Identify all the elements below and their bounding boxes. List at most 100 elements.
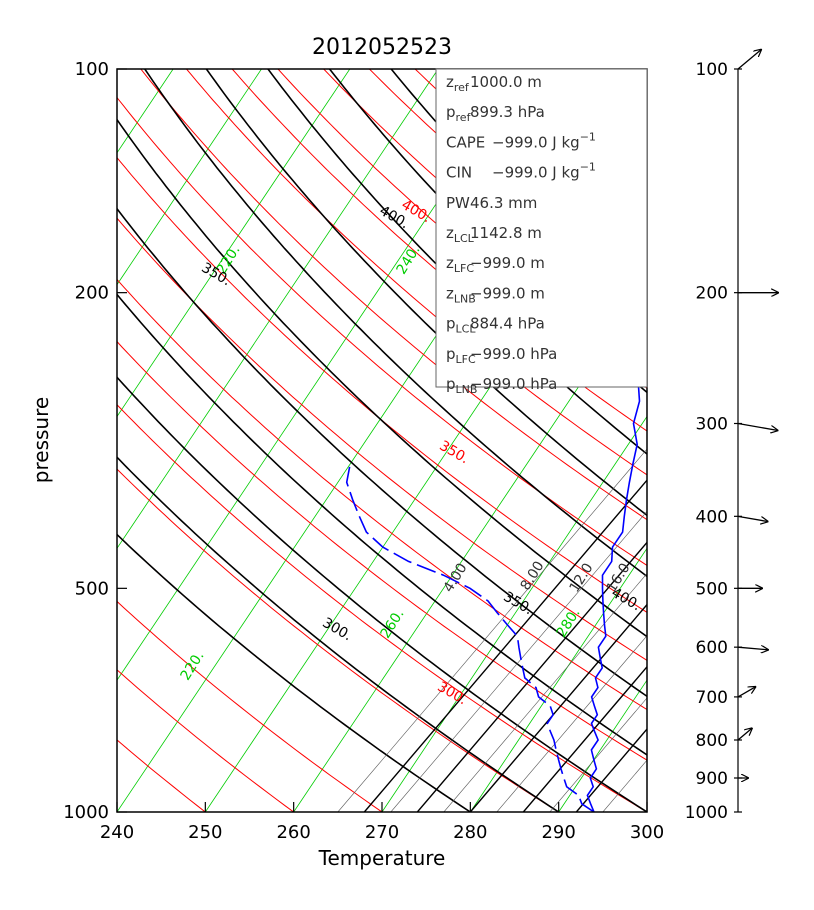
isotherm-line xyxy=(117,69,262,286)
parameter-row: CIN −999.0 J kg−1 xyxy=(446,161,596,182)
wind-tick-label: 300 xyxy=(696,415,728,435)
y-tick-label: 1000 xyxy=(63,802,109,823)
moist-adiabat-line xyxy=(117,456,560,812)
x-axis-label: Temperature xyxy=(318,846,446,870)
plot-area: 220. 240.260. 280.220.300.350.400.300.350.… xyxy=(63,59,664,843)
x-tick-label: 300 xyxy=(630,822,664,843)
wind-tick-label: 400 xyxy=(696,507,728,527)
moist-adiabat-line xyxy=(144,69,647,578)
mixing-ratio-line xyxy=(522,665,647,812)
wind-tick-label: 500 xyxy=(696,579,728,599)
parameter-box: zref1000.0 m pref899.3 hPa CAPE −999.0 J kg… xyxy=(435,68,648,396)
y-tick-label: 500 xyxy=(75,578,109,599)
mixing-ratio-line xyxy=(602,759,647,812)
mixing-ratio-line xyxy=(575,727,647,812)
mixing-ratio-line xyxy=(549,697,647,812)
x-tick-label: 270 xyxy=(365,822,399,843)
dry-adiabat-line xyxy=(117,533,471,812)
wind-arrow xyxy=(737,515,768,521)
wind-tick-label: 100 xyxy=(696,60,728,80)
dry-adiabat-line xyxy=(117,600,383,812)
dry-adiabat-line xyxy=(186,69,647,476)
parameter-box-background xyxy=(435,68,648,388)
chart-title: 2012052523 xyxy=(312,35,452,60)
parameter-row: pLCL884.4 hPa xyxy=(446,315,545,336)
isotherm-line xyxy=(117,69,439,550)
mixing-ratio-line xyxy=(443,573,647,812)
x-tick-label: 250 xyxy=(188,822,222,843)
contour-label: 350. xyxy=(437,438,472,467)
wind-tick-label: 200 xyxy=(696,284,728,304)
parameter-row: zref1000.0 m xyxy=(446,73,542,94)
wind-tick-label: 800 xyxy=(696,731,728,751)
dry-adiabat-line xyxy=(117,156,647,613)
wind-arrow xyxy=(737,647,768,650)
dry-adiabat-line xyxy=(117,468,559,812)
mixing-ratio-line xyxy=(390,510,647,812)
dry-adiabat-line xyxy=(117,340,647,761)
contour-label: 12.0 xyxy=(567,560,597,595)
wind-arrow xyxy=(737,728,752,741)
moist-adiabat-line xyxy=(117,533,471,812)
mixing-ratio-line xyxy=(496,635,647,812)
y-tick-label: 100 xyxy=(75,59,109,80)
dry-adiabat-line xyxy=(117,96,647,567)
y-tick-label: 200 xyxy=(75,283,109,304)
dry-adiabat-line xyxy=(231,69,647,432)
mixing-ratio-line xyxy=(363,479,647,812)
isotherm-line xyxy=(470,547,647,812)
parameter-row: pLNB−999.0 hPa xyxy=(446,375,557,396)
mixing-ratio-line xyxy=(416,541,647,812)
x-tick-label: 260 xyxy=(276,822,310,843)
moist-adiabat-line xyxy=(117,293,647,756)
dry-adiabat-line xyxy=(277,69,647,389)
isotherm-line xyxy=(117,69,174,154)
parameter-row: PW46.3 mm xyxy=(446,194,537,212)
contour-label: 220. xyxy=(178,648,208,683)
wind-tick-label: 700 xyxy=(696,688,728,708)
parameter-row: pLFC−999.0 hPa xyxy=(446,345,557,366)
isotherm-line xyxy=(117,69,351,418)
wind-tick-label: 600 xyxy=(696,638,728,658)
isotherm-line xyxy=(646,811,647,812)
moist-adiabat-line xyxy=(267,69,647,456)
contour-label: 260. xyxy=(378,606,408,641)
wind-tick-label: 900 xyxy=(696,769,728,789)
parameter-row: pref899.3 hPa xyxy=(446,103,545,124)
x-axis: 240 250 260 270 280 290 300 xyxy=(100,802,664,843)
isotherm-line xyxy=(293,283,647,812)
wind-arrow xyxy=(737,687,755,698)
wind-arrow xyxy=(737,50,761,70)
parameter-row: zLCL1142.8 m xyxy=(446,224,542,245)
parameter-row: CAPE −999.0 J kg−1 xyxy=(446,130,596,151)
y-axis: 100 200 500 1000 xyxy=(63,59,127,823)
contour-label: 8.00 xyxy=(518,558,548,593)
wind-tick-label: 1000 xyxy=(685,803,728,823)
dry-adiabat-line xyxy=(117,278,647,711)
contour-label: 300. xyxy=(435,679,470,708)
dry-adiabat-line xyxy=(117,404,647,812)
y-axis-label: pressure xyxy=(29,397,53,483)
parameter-row: zLFC−999.0 m xyxy=(446,254,545,275)
dry-adiabat-line xyxy=(117,217,647,661)
mixing-ratio-line xyxy=(337,448,647,812)
x-tick-label: 240 xyxy=(100,822,134,843)
dry-adiabat-line xyxy=(140,69,647,521)
x-tick-label: 290 xyxy=(541,822,575,843)
moist-adiabat-line xyxy=(117,118,647,638)
moist-adiabat-line xyxy=(117,207,647,698)
moist-adiabat-line xyxy=(117,376,647,812)
contour-label: 300. xyxy=(320,615,355,644)
background-contours xyxy=(117,69,647,812)
dry-adiabat-line xyxy=(117,669,294,812)
parameter-row: zLNB−999.0 m xyxy=(446,284,545,305)
dewpoint-profile-line xyxy=(345,463,595,812)
contour-label: 4.00 xyxy=(441,560,471,595)
isotherm-line xyxy=(558,679,647,812)
wind-arrow xyxy=(737,422,777,431)
wind-profile: 100 200 300 400 500 600 700 800 900 1000 xyxy=(685,50,778,823)
moist-adiabat-line xyxy=(205,69,647,517)
mixing-ratio-line xyxy=(469,603,647,812)
x-tick-label: 280 xyxy=(453,822,487,843)
